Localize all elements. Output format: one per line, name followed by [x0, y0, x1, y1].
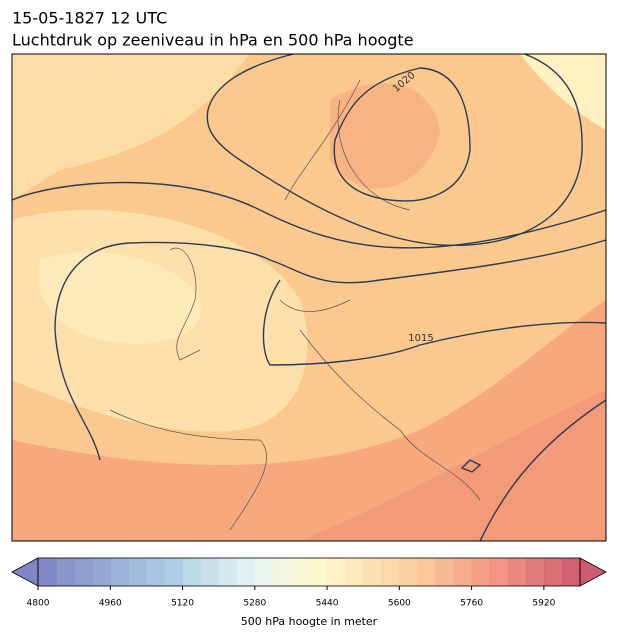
colorbar-segment: [561, 558, 581, 586]
colorbar-tick-label: 5600: [388, 599, 411, 609]
colorbar-segment: [327, 558, 346, 586]
height-band: [330, 83, 440, 189]
colorbar-segment: [290, 558, 310, 586]
colorbar-segment: [507, 558, 527, 586]
colorbar-segment: [345, 558, 364, 586]
colorbar-segment: [453, 558, 473, 586]
colorbar-segment: [435, 558, 455, 586]
colorbar-segment: [543, 558, 563, 586]
coastline: [109, 79, 481, 531]
colorbar-frame: [37, 557, 581, 587]
colorbar-segment: [399, 558, 418, 586]
colorbar-segment: [363, 558, 382, 586]
map: 1020 1015: [12, 54, 606, 541]
colorbar-segment: [128, 558, 147, 586]
colorbar-tick-label: 5280: [243, 599, 266, 609]
height-band: [520, 54, 606, 130]
colorbar-segment: [272, 558, 292, 586]
colorbar-extend: [579, 557, 607, 587]
isobar: [54, 239, 606, 461]
isobar: [262, 279, 606, 366]
colorbar-tick-label: 4800: [27, 599, 50, 609]
isobar: [206, 54, 583, 247]
colorbar-segment: [182, 558, 202, 586]
title-line: 15-05-1827 12 UTC: [12, 9, 167, 28]
map-frame: [11, 53, 607, 542]
colorbar-segment: [200, 558, 220, 586]
colorbar-segment: [417, 558, 436, 586]
height-band: [38, 252, 202, 344]
colorbar-label: 500 hPa hoogte in meter: [241, 615, 378, 628]
colorbar-segment: [309, 558, 328, 586]
colorbar-segment: [218, 558, 238, 586]
colorbar-tick-label: 5440: [316, 599, 339, 609]
height-band: [12, 54, 250, 200]
colorbar-extend: [11, 557, 39, 587]
colorbar-segment: [489, 558, 509, 586]
isobar: [333, 67, 471, 202]
colorbar-tick-label: 5120: [171, 599, 194, 609]
colorbar-segment: [74, 558, 93, 586]
colorbar-segment: [146, 558, 165, 586]
isobar: [479, 399, 606, 541]
title-line: Luchtdruk op zeeniveau in hPa en 500 hPa…: [12, 31, 414, 50]
colorbar-segment: [92, 558, 111, 586]
colorbar-segment: [254, 558, 274, 586]
isobar: [460, 459, 482, 473]
colorbar-segment: [236, 558, 256, 586]
isobar: [12, 181, 606, 249]
colorbar-segment: [164, 558, 184, 586]
colorbar-segment: [525, 558, 545, 586]
colorbar: 4800 4960 5120 5280 5440 5600 5760 5920: [11, 557, 607, 609]
colorbar-segment: [110, 558, 129, 586]
colorbar-tick-label: 5920: [532, 599, 555, 609]
colorbar-tick-label: 4960: [99, 599, 122, 609]
colorbar-segment: [471, 558, 491, 586]
colorbar-segment: [56, 558, 75, 586]
colorbar-tick-label: 5760: [460, 599, 483, 609]
height-band: [300, 390, 606, 541]
isobar-label: 1015: [408, 333, 433, 344]
colorbar-segment: [381, 558, 400, 586]
colorbar-segment: [38, 558, 57, 586]
